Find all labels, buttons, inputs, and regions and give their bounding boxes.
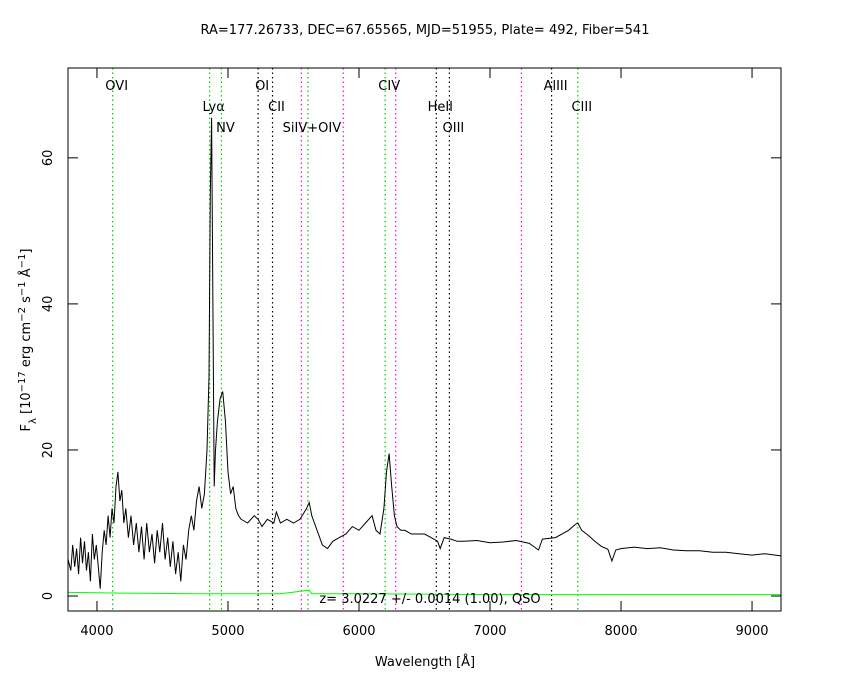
line-label: Lyα (202, 100, 224, 115)
y-axis-label-part: ] (19, 249, 34, 254)
x-tick-label: 7000 (473, 624, 506, 639)
x-tick-label: 6000 (342, 624, 375, 639)
y-axis-label-part: s (19, 296, 34, 307)
chart-title: RA=177.26733, DEC=67.65565, MJD=51955, P… (201, 23, 650, 38)
line-label: OI (255, 79, 269, 94)
spectrum-line (67, 117, 781, 589)
y-axis-label-part: −2 (17, 307, 28, 322)
y-tick-label: 20 (41, 442, 56, 459)
x-tick-label: 5000 (211, 624, 244, 639)
y-axis-label-part: −1 (17, 254, 28, 269)
y-axis-label-part: −17 (17, 371, 28, 392)
y-axis-label-part: erg cm (19, 322, 34, 371)
line-label: CIII (571, 100, 592, 115)
line-label: AlIII (544, 79, 568, 94)
annotation: z= 3.0227 +/- 0.0014 (1.00), QSO (319, 592, 540, 607)
y-axis-label-part: F (19, 424, 34, 431)
y-axis-label-part: [10 (19, 392, 34, 418)
line-label: SiIV+OIV (283, 121, 342, 136)
line-label: OIII (443, 121, 465, 136)
x-tick-label: 9000 (735, 624, 768, 639)
x-tick-label: 4000 (80, 624, 113, 639)
y-axis-label-part: Å (18, 268, 34, 281)
line-label: CII (268, 100, 285, 115)
x-axis-label: Wavelength [Å] (375, 654, 475, 670)
plot-frame (67, 67, 782, 612)
x-tick-label: 8000 (604, 624, 637, 639)
line-label: CIV (378, 79, 400, 94)
line-label: OVI (105, 79, 128, 94)
y-tick-label: 0 (41, 592, 56, 600)
line-label: HeII (428, 100, 453, 115)
spectrum-line (68, 589, 781, 596)
y-tick-label: 40 (41, 296, 56, 313)
y-axis-label-part: λ (28, 418, 39, 424)
line-label: NV (216, 121, 235, 136)
y-axis-label: Fλ [10−17 erg cm−2 s−1 Å−1] (17, 249, 39, 432)
y-axis-label-part: −1 (17, 281, 28, 296)
y-tick-label: 60 (41, 150, 56, 167)
